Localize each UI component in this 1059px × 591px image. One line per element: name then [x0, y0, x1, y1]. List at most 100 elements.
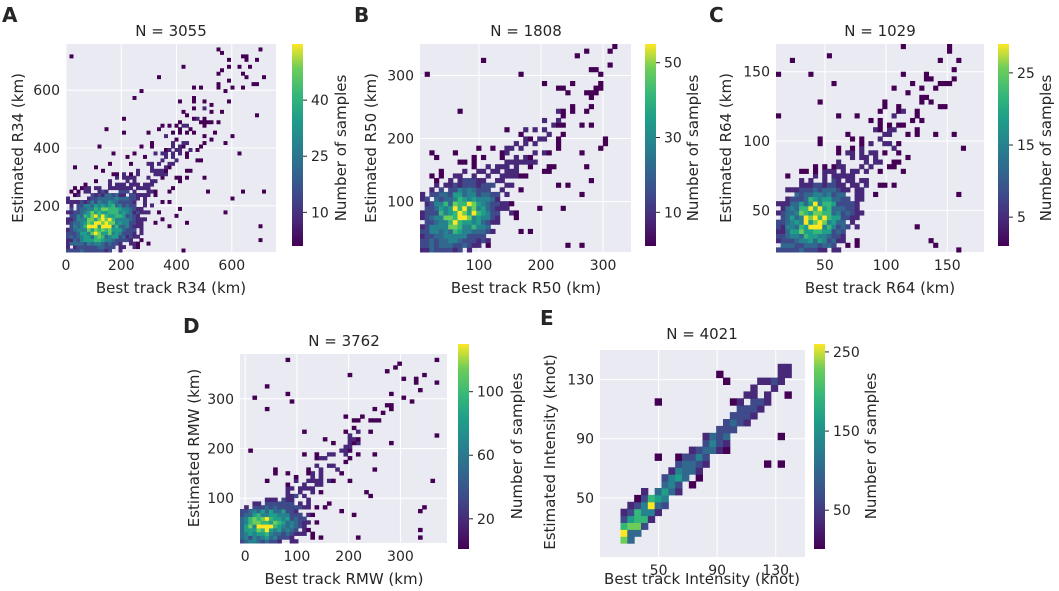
heatmap-cell	[462, 187, 468, 193]
heatmap-cell	[504, 201, 510, 207]
heatmap-cell	[495, 196, 501, 202]
heatmap-cell	[555, 108, 562, 114]
colorbar	[645, 44, 656, 246]
heatmap-cell	[523, 154, 529, 161]
heatmap-cell	[951, 76, 957, 82]
heatmap-cell	[111, 224, 116, 229]
heatmap-cell	[97, 245, 102, 250]
heatmap-cell	[160, 175, 165, 180]
heatmap-cell	[268, 508, 274, 514]
heatmap-cell	[80, 203, 84, 208]
heatmap-cell	[785, 173, 791, 179]
heatmap-cell	[97, 241, 102, 246]
heatmap-cell	[260, 508, 266, 514]
heatmap-cell	[803, 219, 809, 225]
heatmap-cell	[192, 99, 196, 104]
heatmap-cell	[111, 245, 116, 250]
heatmap-cell	[634, 508, 642, 517]
heatmap-cell	[424, 196, 430, 202]
heatmap-cell	[90, 196, 95, 201]
heatmap-cell	[83, 224, 88, 229]
heatmap-cell	[780, 201, 786, 207]
heatmap-cell	[803, 196, 809, 202]
heatmap-cell	[293, 539, 299, 544]
heatmap-cell	[808, 71, 814, 77]
heatmap-cell	[192, 96, 196, 100]
x-tick-label: 50	[650, 563, 668, 579]
heatmap-cell	[289, 486, 295, 491]
heatmap-cell	[199, 85, 203, 90]
heatmap-cell	[873, 150, 879, 156]
heatmap-cell	[289, 535, 295, 540]
heatmap-cell	[588, 90, 594, 96]
heatmap-cell	[588, 67, 594, 73]
colorbar-tick-label: 50	[833, 503, 851, 519]
heatmap-cell	[306, 467, 311, 472]
heatmap-cell	[504, 191, 510, 198]
heatmap-cell	[780, 238, 786, 244]
y-tick-label: 150	[743, 65, 770, 81]
heatmap-cell	[476, 238, 482, 244]
heatmap-cell	[785, 219, 791, 225]
heatmap-cell	[343, 429, 349, 434]
heatmap-cell	[185, 220, 189, 225]
heatmap-cell	[136, 206, 140, 211]
heatmap-cell	[424, 205, 430, 211]
heatmap-cell	[80, 248, 84, 253]
heatmap-cell	[886, 131, 893, 137]
heatmap-cell	[264, 501, 270, 506]
heatmap-cell	[256, 505, 262, 510]
heatmap-cell	[129, 238, 133, 243]
heatmap-cell	[695, 460, 703, 468]
heatmap-cell	[462, 191, 468, 198]
heatmap-cell	[854, 201, 860, 207]
heatmap-cell	[76, 213, 81, 218]
heatmap-cell	[716, 370, 724, 379]
heatmap-cell	[322, 505, 328, 510]
heatmap-cell	[476, 242, 482, 248]
heatmap-cell	[836, 113, 842, 119]
heatmap-cell	[480, 191, 487, 198]
heatmap-cell	[499, 150, 505, 156]
heatmap-cell	[174, 158, 179, 163]
heatmap-cell	[448, 233, 454, 239]
heatmap-cell	[527, 164, 534, 170]
heatmap-cell	[579, 122, 585, 128]
heatmap-cell	[504, 182, 510, 188]
heatmap-cell	[297, 516, 303, 521]
heatmap-cell	[97, 193, 102, 198]
heatmap-cell	[859, 145, 865, 151]
heatmap-cell	[108, 238, 112, 243]
heatmap-cell	[785, 201, 791, 207]
heatmap-cell	[882, 150, 888, 156]
heatmap-cell	[817, 242, 823, 248]
heatmap-cell	[101, 248, 105, 253]
heatmap-cell	[794, 187, 800, 193]
heatmap-cell	[808, 187, 814, 193]
heatmap-cell	[136, 224, 140, 229]
heatmap-cell	[466, 201, 473, 207]
heatmap-cell	[401, 376, 407, 381]
heatmap-cell	[209, 102, 214, 107]
heatmap-cell	[541, 127, 548, 133]
heatmap-cell	[794, 215, 800, 221]
heatmap-cell	[868, 150, 874, 156]
heatmap-cell	[111, 206, 116, 211]
heatmap-cell	[160, 151, 165, 156]
heatmap-cell	[230, 85, 235, 90]
heatmap-cell	[452, 182, 459, 188]
heatmap-cell	[178, 175, 182, 180]
heatmap-cell	[668, 488, 676, 496]
heatmap-cell	[101, 196, 105, 201]
heatmap-cell	[457, 196, 463, 202]
heatmap-cell	[882, 104, 888, 110]
heatmap-cell	[94, 186, 98, 191]
heatmap-cell	[122, 238, 126, 243]
heatmap-cell	[840, 215, 846, 221]
heatmap-cell	[854, 113, 860, 119]
heatmap-cell	[252, 501, 258, 506]
heatmap-cell	[339, 448, 344, 453]
heatmap-cell	[202, 134, 207, 139]
heatmap-cell	[495, 210, 501, 216]
